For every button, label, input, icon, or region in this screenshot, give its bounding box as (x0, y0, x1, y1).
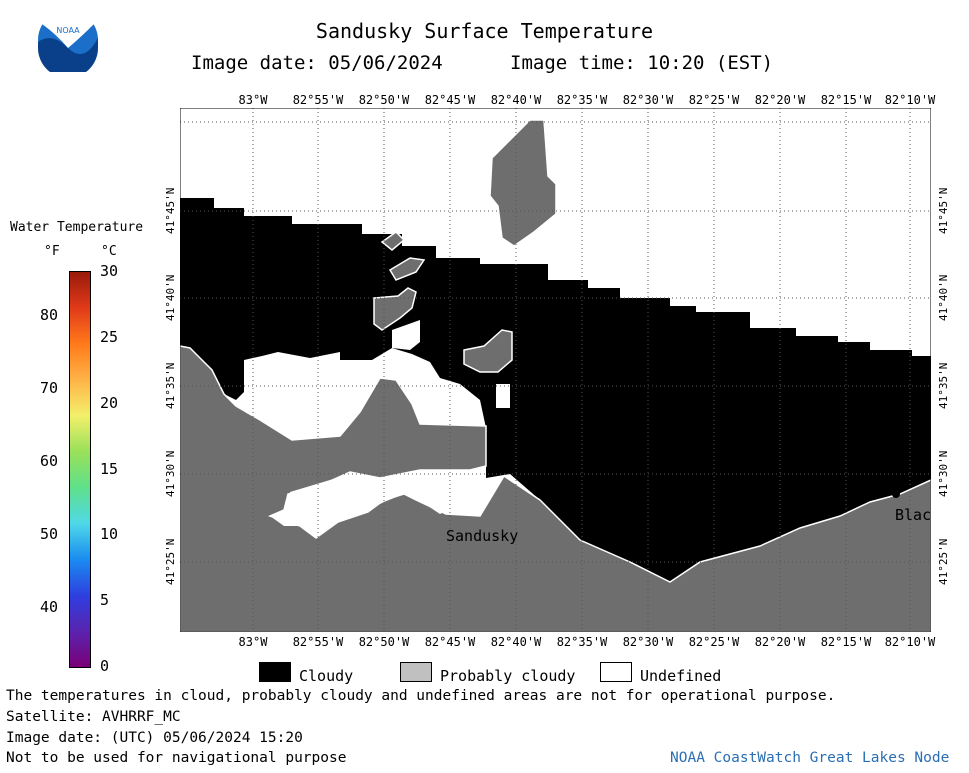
lon-label: 83°W (238, 93, 268, 107)
colorbar-unit-f: °F (44, 244, 60, 259)
noaa-logo: NOAA (36, 8, 100, 78)
colorbar-unit-c: °C (101, 244, 117, 259)
footer-utc-date: Image date: (UTC) 05/06/2024 15:20 (6, 730, 303, 746)
map-grid (180, 108, 931, 632)
image-date: Image date: 05/06/2024 (191, 52, 443, 74)
svg-text:NOAA: NOAA (56, 26, 80, 35)
lon-label: 82°40'W (490, 93, 542, 107)
colorbar-tick-f: 60 (39, 452, 58, 471)
lat-label: 41°40'N (937, 274, 950, 322)
lon-label: 82°25'W (688, 635, 740, 649)
legend-swatch-undefined (600, 662, 632, 682)
lon-label: 82°50'W (358, 635, 410, 649)
lat-label: 41°35'N (164, 362, 177, 410)
lat-label: 41°25'N (937, 538, 950, 586)
colorbar (69, 271, 91, 668)
colorbar-tick-c: 25 (100, 327, 119, 346)
lat-label: 41°25'N (164, 538, 177, 586)
probably-cloudy-patch-a (463, 329, 513, 373)
lon-label: 82°55'W (292, 93, 344, 107)
colorbar-tick-c: 10 (100, 525, 119, 544)
legend-label-cloudy: Cloudy (299, 667, 354, 685)
lon-label: 82°15'W (820, 635, 872, 649)
lon-label: 82°20'W (754, 93, 806, 107)
probably-cloudy-patch-c (388, 257, 426, 281)
colorbar-tick-c: 15 (100, 459, 119, 478)
lon-label: 82°55'W (292, 635, 344, 649)
place-marker-blac (892, 490, 900, 498)
lon-label: 82°40'W (490, 635, 542, 649)
colorbar-title: Water Temperature (10, 220, 144, 235)
probably-cloudy-island-north (489, 119, 557, 247)
lon-label: 82°45'W (424, 93, 476, 107)
place-label-sandusky: Sandusky (446, 527, 518, 545)
cloudy-region (180, 198, 931, 582)
colorbar-tick-c: 5 (100, 591, 110, 610)
lat-label: 41°30'N (937, 450, 950, 498)
lon-label: 82°30'W (622, 635, 674, 649)
footer-satellite: Satellite: AVHRRF_MC (6, 709, 181, 725)
lat-label: 41°35'N (937, 362, 950, 410)
colorbar-tick-f: 50 (39, 525, 58, 544)
lon-label: 82°45'W (424, 635, 476, 649)
lon-label: 83°W (238, 635, 268, 649)
colorbar-tick-f: 80 (39, 305, 58, 324)
lon-label: 82°10'W (884, 635, 936, 649)
image-time: Image time: 10:20 (EST) (510, 52, 774, 74)
colorbar-tick-c: 0 (100, 657, 110, 675)
footer-note: The temperatures in cloud, probably clou… (6, 688, 836, 704)
undefined-patch (288, 470, 464, 538)
undefined-patch (496, 384, 510, 408)
lon-label: 82°20'W (754, 635, 806, 649)
lat-label: 41°45'N (937, 187, 950, 235)
colorbar-tick-f: 40 (39, 598, 58, 617)
lon-label: 82°10'W (884, 93, 936, 107)
legend-label-undefined: Undefined (640, 667, 722, 685)
noaa-logo-icon: NOAA (38, 8, 98, 78)
lon-label: 82°25'W (688, 93, 740, 107)
lat-label: 41°30'N (164, 450, 177, 498)
lon-label: 82°35'W (556, 635, 608, 649)
colorbar-tick-f: 70 (39, 379, 58, 398)
undefined-patch (270, 512, 300, 526)
colorbar-tick-c: 30 (100, 262, 119, 280)
colorbar-tick-c: 20 (100, 393, 119, 412)
legend-swatch-cloudy (259, 662, 291, 682)
map-area: Sandusky Blac (180, 108, 931, 632)
legend-swatch-probably-cloudy (400, 662, 432, 682)
place-label-blac: Blac (895, 506, 931, 524)
undefined-patch (392, 320, 420, 350)
lat-label: 41°45'N (164, 187, 177, 235)
lon-label: 82°35'W (556, 93, 608, 107)
map-title: Sandusky Surface Temperature (315, 19, 654, 43)
probably-cloudy-patch-d (380, 231, 406, 251)
lon-label: 82°50'W (358, 93, 410, 107)
lat-label: 41°40'N (164, 274, 177, 322)
footer-nav-warning: Not to be used for navigational purpose (6, 750, 347, 766)
footer-credit: NOAA CoastWatch Great Lakes Node (670, 750, 950, 766)
legend-label-probably-cloudy: Probably cloudy (440, 667, 576, 685)
lon-label: 82°15'W (820, 93, 872, 107)
lon-label: 82°30'W (622, 93, 674, 107)
